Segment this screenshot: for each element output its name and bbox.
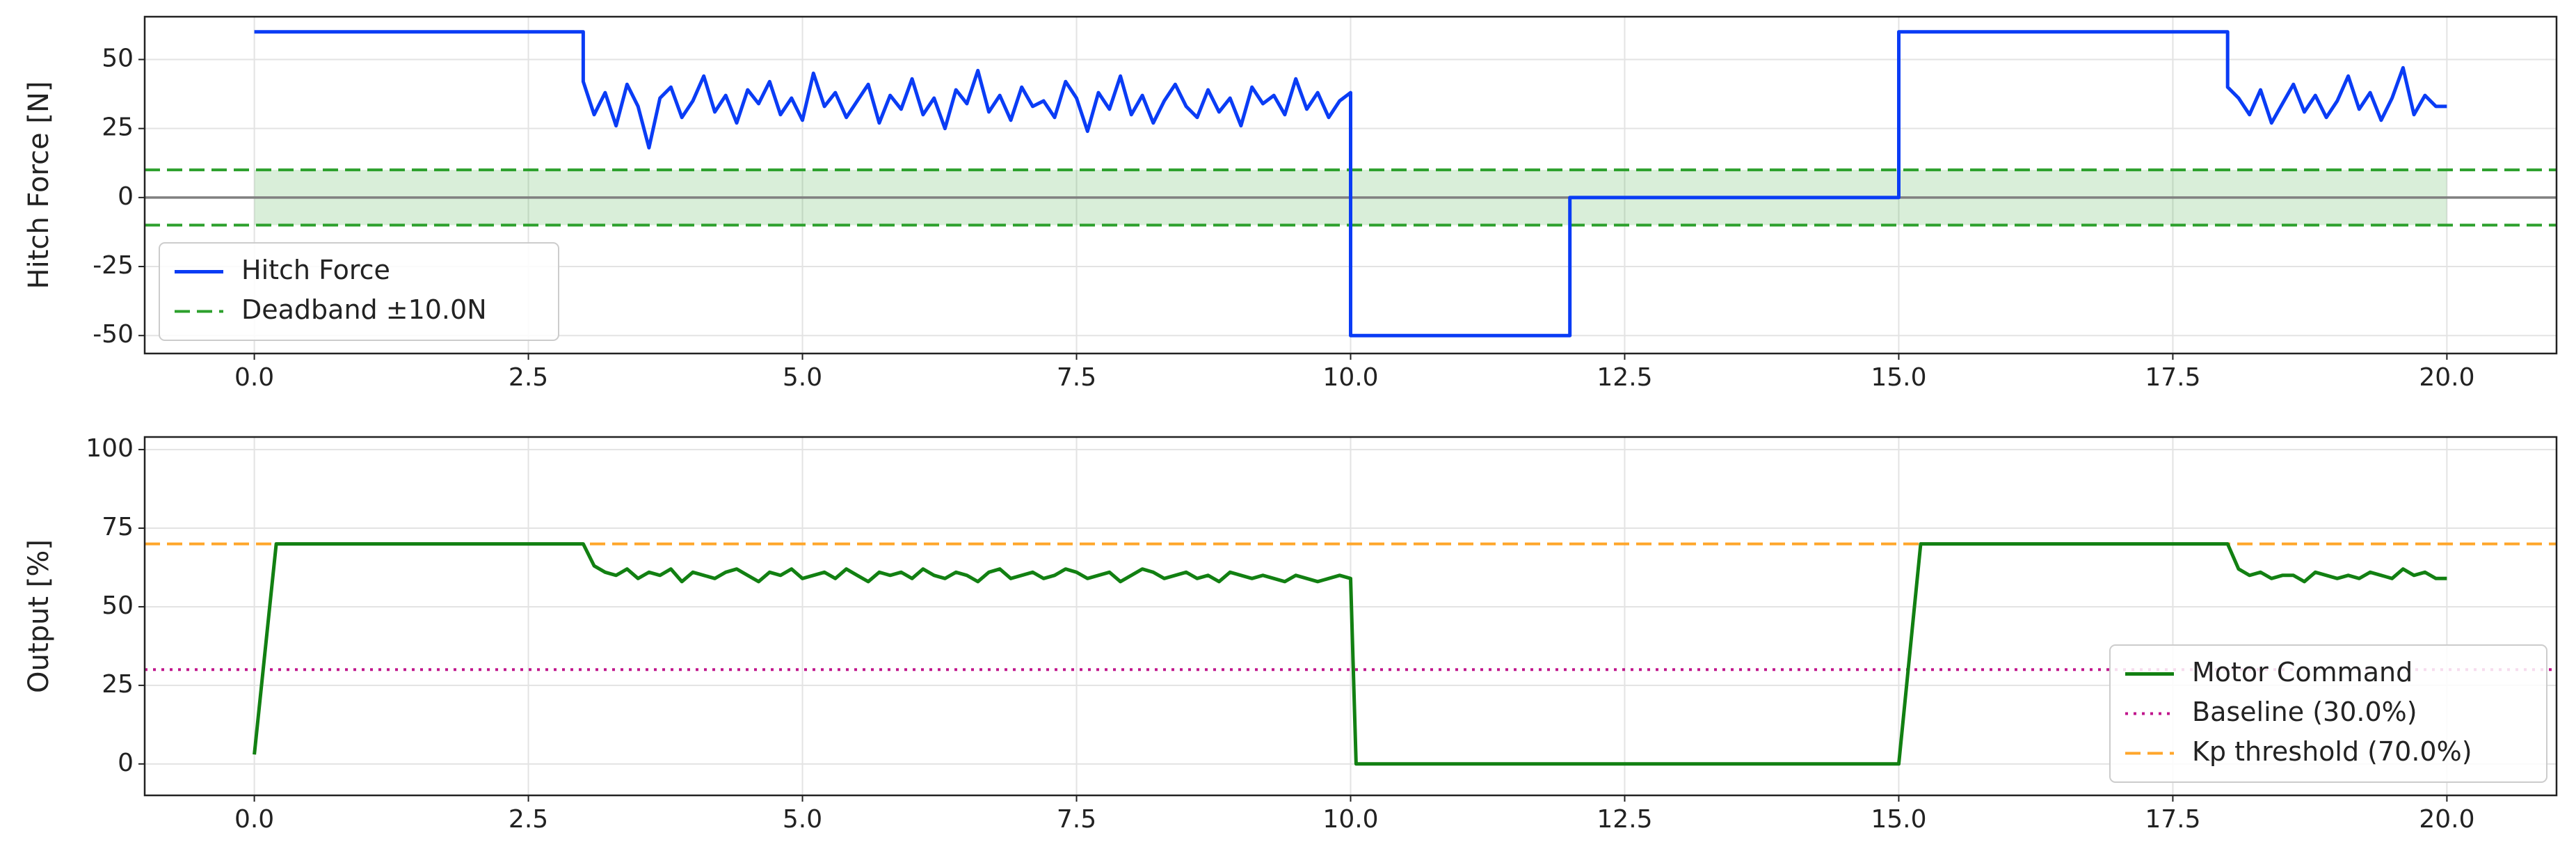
legend-label: Motor Command [2192,657,2413,688]
x-tick-label: 5.0 [783,805,822,834]
x-tick-label: 2.5 [509,805,548,834]
x-tick-label: 0.0 [234,805,274,834]
legend: Hitch Force Deadband ±10.0N [159,242,559,341]
y-tick-label: 25 [102,113,134,142]
x-tick-label: 12.5 [1597,805,1652,834]
axes: 0.0 2.5 5.0 7.5 10.0 12.5 15.0 17.5 20.0 0 25 50 75 1… [23,434,2558,834]
y-tick-label: -50 [93,320,134,349]
series-line [253,542,2447,766]
y-tick-label: 75 [102,513,134,541]
legend-label: Hitch Force [241,255,390,285]
x-tick-label: 7.5 [1057,363,1096,392]
y-tick-label: 25 [102,670,134,699]
y-tick-label: 100 [86,434,134,463]
axes-frame [143,436,2558,797]
x-tick-label: 12.5 [1597,363,1652,392]
x-tick-label: 17.5 [2145,805,2200,834]
x-tick-label: 0.0 [234,363,274,392]
legend-frame [159,242,559,341]
legend: Motor Command Baseline (30.0%) Kp threshol… [2109,644,2547,783]
axes-frame [143,15,2558,355]
x-tick-label: 7.5 [1057,805,1096,834]
y-axis-label: Output [%] [23,539,55,693]
series-line [254,30,2447,337]
legend-frame [2109,644,2547,783]
x-tick-label: 20.0 [2419,805,2474,834]
y-tick-label: -25 [93,251,134,280]
x-tick-label: 2.5 [509,363,548,392]
y-tick-label: 50 [102,44,134,72]
y-tick-label: 50 [102,591,134,620]
x-tick-label: 17.5 [2145,363,2200,392]
y-tick-label: 0 [118,182,134,211]
x-tick-label: 10.0 [1322,363,1378,392]
legend-label: Baseline (30.0%) [2192,697,2417,727]
x-tick-label: 10.0 [1322,805,1378,834]
legend-label: Kp threshold (70.0%) [2192,736,2472,767]
y-axis-label: Hitch Force [N] [23,81,55,289]
axes: 0.0 2.5 5.0 7.5 10.0 12.5 15.0 17.5 20.0 -50 -25 0 2… [23,15,2558,392]
x-tick-label: 15.0 [1871,805,1926,834]
x-tick-label: 20.0 [2419,363,2474,392]
x-tick-label: 15.0 [1871,363,1926,392]
y-tick-label: 0 [118,749,134,777]
legend-label: Deadband ±10.0N [241,294,487,325]
x-tick-label: 5.0 [783,363,822,392]
